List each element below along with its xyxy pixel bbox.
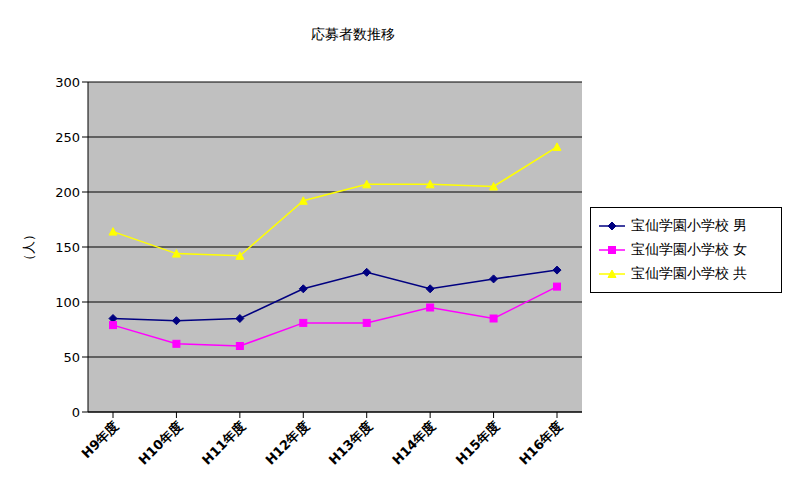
svg-text:50: 50 [63, 350, 80, 365]
svg-text:H12年度: H12年度 [262, 418, 311, 467]
svg-text:H11年度: H11年度 [199, 418, 248, 467]
svg-text:150: 150 [55, 240, 80, 255]
svg-text:0: 0 [72, 405, 80, 420]
svg-text:H13年度: H13年度 [326, 418, 375, 467]
svg-text:H14年度: H14年度 [389, 418, 438, 467]
svg-text:200: 200 [55, 185, 80, 200]
svg-text:300: 300 [55, 75, 80, 90]
svg-text:H15年度: H15年度 [453, 418, 502, 467]
html-text:宝仙学園小学校 共: 宝仙学園小学校 共 [631, 265, 748, 281]
svg-text:H9年度: H9年度 [79, 418, 122, 461]
html-text:応募者数推移: 応募者数推移 [311, 26, 395, 42]
svg-text:250: 250 [55, 130, 80, 145]
svg-text:H16年度: H16年度 [516, 418, 565, 467]
html-text:宝仙学園小学校 男: 宝仙学園小学校 男 [631, 217, 748, 233]
svg-text:H10年度: H10年度 [136, 418, 185, 467]
svg-text:100: 100 [55, 295, 80, 310]
html-text:宝仙学園小学校 女: 宝仙学園小学校 女 [631, 241, 748, 257]
svg-text:（人）: （人） [21, 228, 36, 267]
